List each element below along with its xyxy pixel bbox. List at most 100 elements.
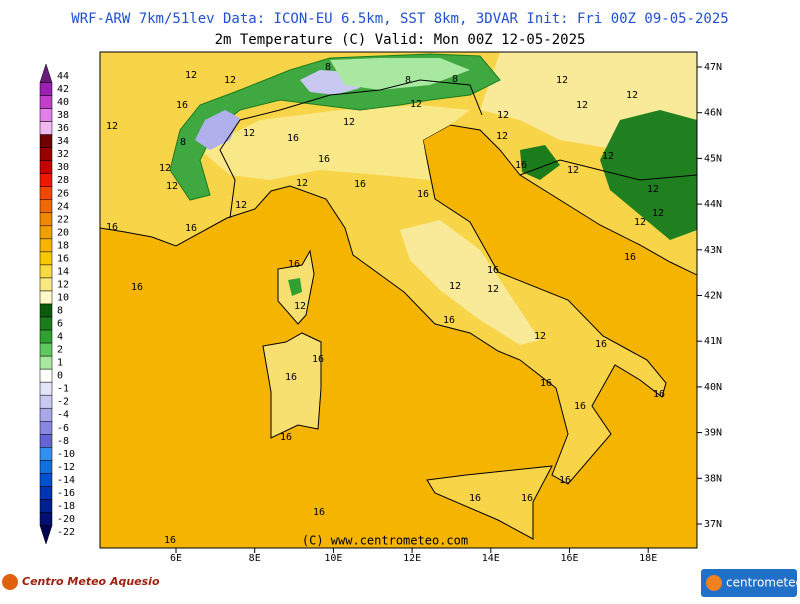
contour-label: 16: [417, 189, 429, 200]
contour-label: 12: [556, 75, 568, 86]
colorbar-swatch: [39, 251, 53, 266]
contour-label: 16: [318, 154, 330, 165]
border-2: [519, 159, 697, 181]
po-valley: [200, 105, 470, 180]
colorbar-swatch: [39, 186, 53, 201]
lat-label: 41N: [704, 336, 722, 347]
colorbar-label: 6: [57, 319, 63, 330]
colorbar-swatch: [39, 434, 53, 448]
colorbar-label: 40: [57, 97, 69, 108]
colorbar-label: 42: [57, 84, 69, 95]
colorbar-label: -8: [57, 436, 69, 447]
colorbar-label: -1: [57, 384, 69, 395]
colorbar-swatch: [39, 394, 53, 409]
contour-label: 16: [559, 475, 571, 486]
colorbar-swatch: [39, 199, 53, 214]
contour-label: 8: [325, 62, 331, 73]
contour-label: 16: [574, 401, 586, 412]
contour-label: 12: [534, 331, 546, 342]
right-logo: centrometeo: [726, 576, 800, 590]
sardinia: [262, 332, 322, 439]
colorbar-swatch: [39, 329, 53, 344]
contour-label: 12: [224, 75, 236, 86]
colorbar-label: -2: [57, 397, 69, 408]
contour-label: 12: [296, 178, 308, 189]
contour-label: 16: [624, 252, 636, 263]
colorbar-label: -14: [57, 475, 75, 486]
colorbar-label: 24: [57, 201, 69, 212]
contour-label: 12: [410, 99, 422, 110]
contour-label: 12: [652, 208, 664, 219]
left-logo-icon: [2, 574, 18, 590]
colorbar-swatch: [39, 342, 53, 357]
colorbar-swatch: [39, 264, 53, 279]
colorbar-swatch: [39, 108, 53, 122]
colorbar-label: 28: [57, 175, 69, 186]
colorbar-label: 22: [57, 214, 69, 225]
contour-label: 16: [443, 315, 455, 326]
colorbar-swatch: [39, 212, 53, 227]
copyright: (C) www.centrometeo.com: [302, 534, 468, 548]
colorbar-label: 1: [57, 358, 63, 369]
colorbar-swatch: [39, 82, 53, 96]
lon-label: 6E: [170, 553, 182, 564]
contour-label: 12: [647, 184, 659, 195]
right-logo-icon: [706, 575, 722, 591]
colorbar-swatch: [39, 303, 53, 318]
colorbar-label: 8: [57, 306, 63, 317]
contour-label: 12: [487, 284, 499, 295]
right-logo-box: [701, 569, 797, 597]
colorbar-label: -22: [57, 527, 75, 538]
colorbar-swatch: [39, 499, 53, 513]
lat-label: 37N: [704, 519, 722, 530]
contour-label: 12: [626, 90, 638, 101]
colorbar-label: 32: [57, 149, 69, 160]
apennine-light: [400, 220, 540, 345]
contour-label: 12: [496, 131, 508, 142]
colorbar-label: -10: [57, 449, 75, 460]
colorbar-swatch: [39, 147, 53, 161]
border: [219, 79, 483, 219]
lon-label: 14E: [482, 553, 500, 564]
contour-label: 16: [487, 265, 499, 276]
contour-label: 12: [106, 121, 118, 132]
lon-label: 10E: [324, 553, 342, 564]
contour-label: 16: [653, 389, 665, 400]
colorbar-swatch: [39, 238, 53, 253]
contour-label: 12: [185, 70, 197, 81]
colorbar-label: 34: [57, 136, 69, 147]
colorbar-swatch: [39, 225, 53, 240]
colorbar-swatch: [39, 460, 53, 474]
colorbar-swatch: [39, 290, 53, 305]
lon-label: 18E: [639, 553, 657, 564]
contour-label: 16: [185, 223, 197, 234]
alps-snow: [195, 110, 240, 150]
contour-label: 12: [576, 100, 588, 111]
contour-label: 8: [405, 75, 411, 86]
contour-label: 8: [452, 74, 458, 85]
contour-label: 16: [285, 372, 297, 383]
colorbar-label: 14: [57, 266, 69, 277]
lat-label: 38N: [704, 473, 722, 484]
contour-label: 12: [294, 301, 306, 312]
contour-label: 12: [634, 217, 646, 228]
colorbar-label: 16: [57, 253, 69, 264]
colorbar-swatch: [39, 512, 53, 526]
contour-label: 12: [343, 117, 355, 128]
contour-label: 16: [106, 222, 118, 233]
colorbar-swatch: [39, 95, 53, 109]
contour-label: 16: [164, 535, 176, 546]
colorbar-swatch: [39, 368, 53, 383]
colorbar-label: 30: [57, 162, 69, 173]
contour-label: 16: [313, 507, 325, 518]
colorbar-label: 0: [57, 371, 63, 382]
colorbar-label: 38: [57, 110, 69, 121]
contour-label: 12: [567, 165, 579, 176]
colorbar-label: 20: [57, 227, 69, 238]
contour-label: 16: [312, 354, 324, 365]
lat-label: 47N: [704, 62, 722, 73]
colorbar-swatch: [39, 486, 53, 500]
colorbar-label: -12: [57, 462, 75, 473]
contour-label: 16: [176, 100, 188, 111]
colorbar-label: 4: [57, 332, 63, 343]
